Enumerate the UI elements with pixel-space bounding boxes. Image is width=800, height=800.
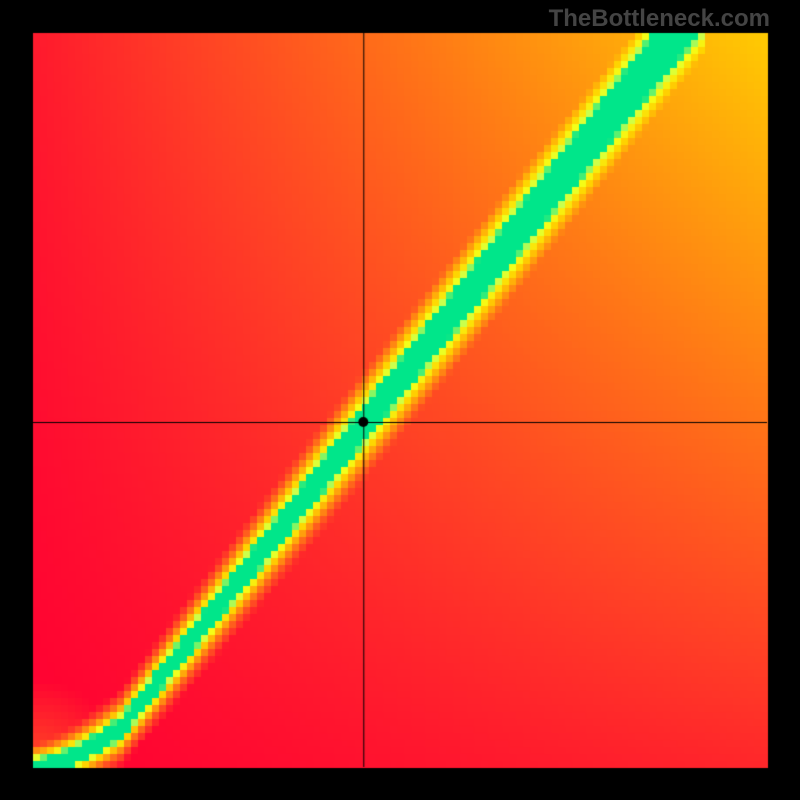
chart-container: TheBottleneck.com: [0, 0, 800, 800]
heatmap-canvas: [0, 0, 800, 800]
